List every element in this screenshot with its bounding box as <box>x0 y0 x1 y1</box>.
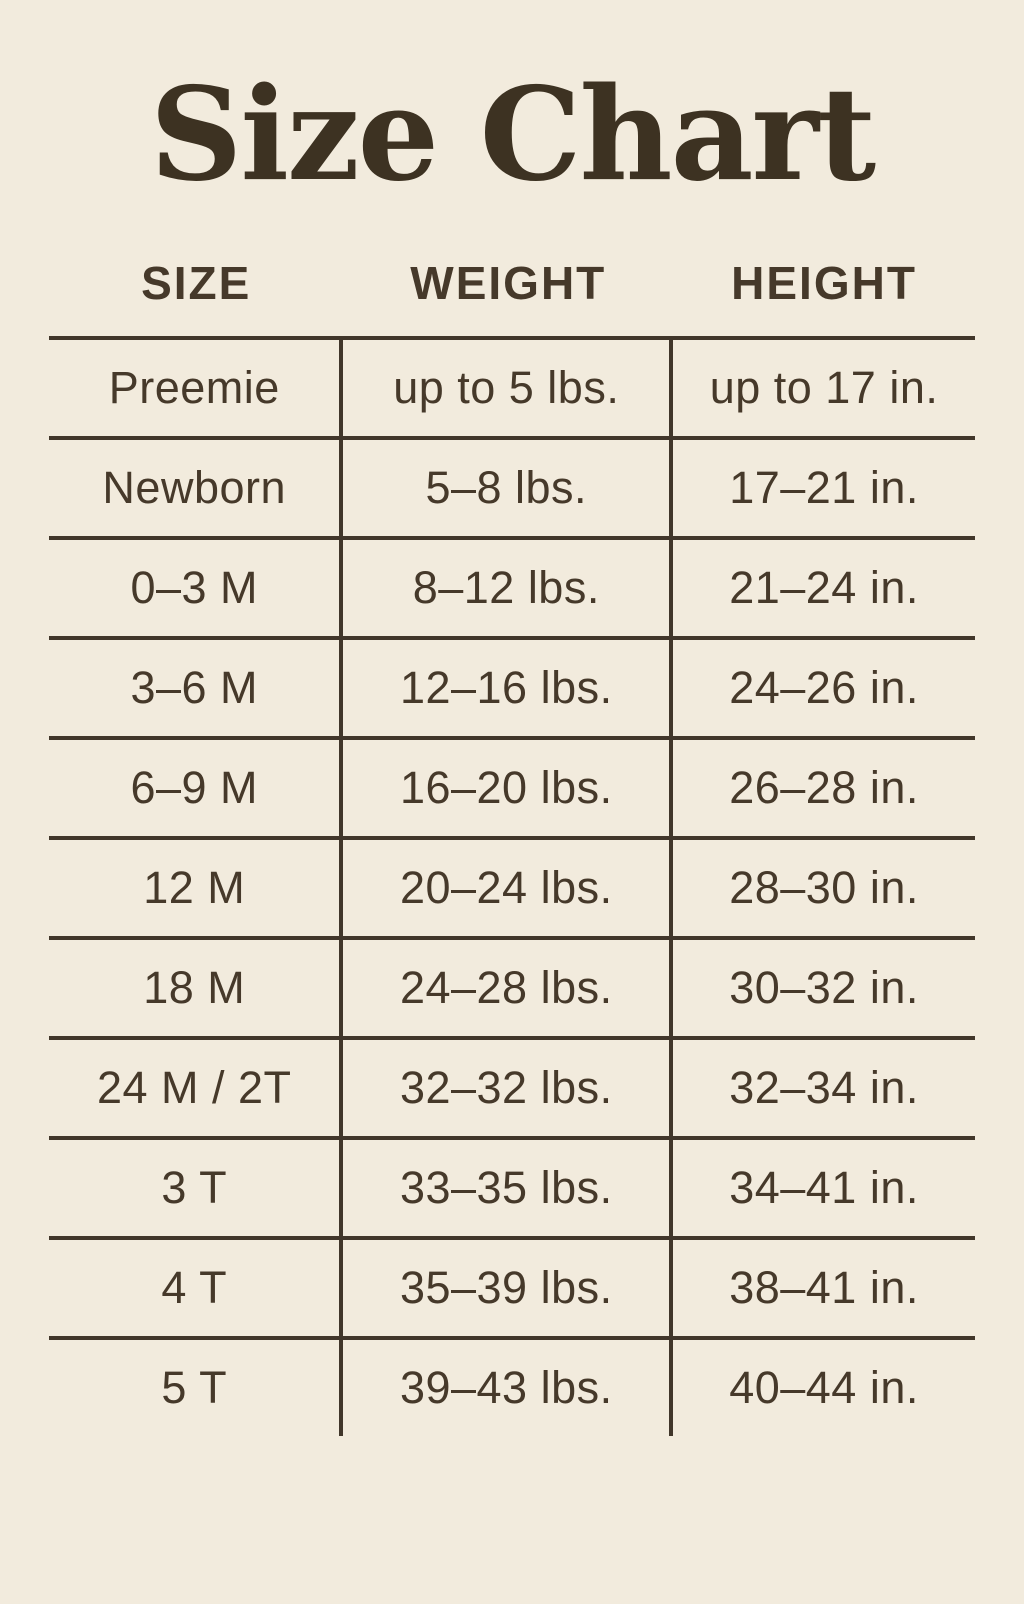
cell-size: 24 M / 2T <box>49 1040 344 1137</box>
cell-weight: up to 5 lbs. <box>343 340 674 437</box>
cell-height: 38–41 in. <box>729 1262 919 1314</box>
cell-weight: 39–43 lbs. <box>343 1340 674 1437</box>
cell-weight: 20–24 lbs. <box>343 840 674 937</box>
cell-weight: 33–35 lbs. <box>343 1140 674 1237</box>
cell-size: 18 M <box>49 940 344 1037</box>
cell-weight: 24–28 lbs. <box>343 940 674 1037</box>
cell-weight: 8–12 lbs. <box>343 540 674 637</box>
table-row: 12 M 20–24 lbs. 28–30 in. <box>49 836 975 937</box>
table-row: 18 M 24–28 lbs. 30–32 in. <box>49 936 975 1037</box>
cell-height: 17–21 in. <box>729 462 919 514</box>
cell-height: 34–41 in. <box>729 1162 919 1214</box>
table-row: Preemie up to 5 lbs. up to 17 in. <box>49 336 975 437</box>
cell-size: 3–6 M <box>49 640 344 737</box>
cell-size: 6–9 M <box>49 740 344 837</box>
column-header-height: HEIGHT <box>731 257 917 310</box>
cell-weight: 32–32 lbs. <box>343 1040 674 1137</box>
table-row: 3–6 M 12–16 lbs. 24–26 in. <box>49 636 975 737</box>
page-title: Size Chart <box>149 60 876 210</box>
cell-height: up to 17 in. <box>709 362 939 414</box>
table-row: Newborn 5–8 lbs. 17–21 in. <box>49 436 975 537</box>
table-row: 3 T 33–35 lbs. 34–41 in. <box>49 1136 975 1237</box>
cell-size: 12 M <box>49 840 344 937</box>
cell-height: 21–24 in. <box>729 562 919 614</box>
size-chart-table: SIZE WEIGHT HEIGHT Preemie up to 5 lbs. … <box>49 256 975 1437</box>
column-header-weight: WEIGHT <box>410 257 607 310</box>
cell-height: 40–44 in. <box>729 1362 919 1414</box>
column-header-size: SIZE <box>141 257 252 310</box>
cell-size: 0–3 M <box>49 540 344 637</box>
cell-size: Newborn <box>49 440 344 537</box>
cell-size: Preemie <box>49 340 344 437</box>
cell-height: 30–32 in. <box>729 962 919 1014</box>
cell-size: 3 T <box>49 1140 344 1237</box>
table-row: 5 T 39–43 lbs. 40–44 in. <box>49 1336 975 1437</box>
cell-weight: 16–20 lbs. <box>343 740 674 837</box>
cell-height: 26–28 in. <box>729 762 919 814</box>
cell-size: 5 T <box>49 1340 344 1437</box>
table-row: 6–9 M 16–20 lbs. 26–28 in. <box>49 736 975 837</box>
table-row: 4 T 35–39 lbs. 38–41 in. <box>49 1236 975 1337</box>
cell-height: 32–34 in. <box>729 1062 919 1114</box>
cell-size: 4 T <box>49 1240 344 1337</box>
cell-height: 24–26 in. <box>729 662 919 714</box>
table-header-row: SIZE WEIGHT HEIGHT <box>49 256 975 336</box>
table-row: 0–3 M 8–12 lbs. 21–24 in. <box>49 536 975 637</box>
table-row: 24 M / 2T 32–32 lbs. 32–34 in. <box>49 1036 975 1137</box>
cell-height: 28–30 in. <box>729 862 919 914</box>
cell-weight: 35–39 lbs. <box>343 1240 674 1337</box>
cell-weight: 5–8 lbs. <box>343 440 674 537</box>
cell-weight: 12–16 lbs. <box>343 640 674 737</box>
table-body: Preemie up to 5 lbs. up to 17 in. Newbor… <box>49 336 975 1437</box>
